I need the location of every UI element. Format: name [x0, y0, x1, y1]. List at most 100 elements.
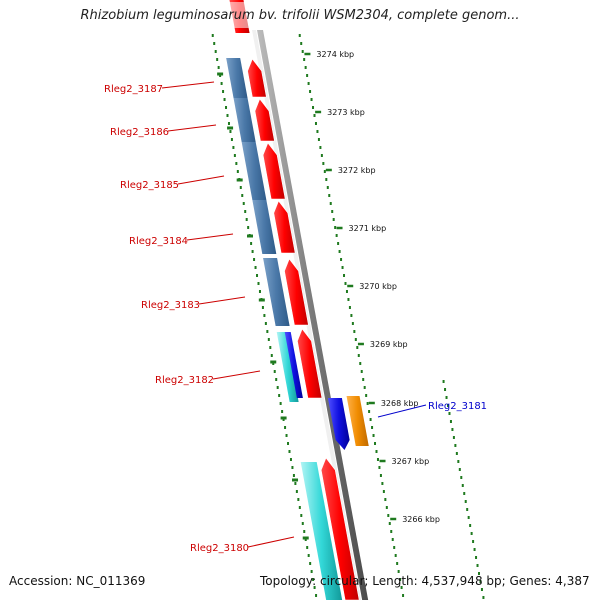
guide-dot-right [313, 114, 316, 117]
guide-dot-left [250, 242, 253, 245]
guide-dot-right [306, 74, 309, 77]
guide-dot-left [300, 514, 303, 517]
guide-dot-left [309, 562, 312, 565]
gene-label-rleg2_3180: Rleg2_3180 [190, 543, 249, 554]
guide-dot-left [217, 66, 220, 69]
guide-dot-right [397, 570, 400, 573]
guide-dot-outer [480, 588, 483, 591]
guide-dot-left [247, 226, 250, 229]
forward-gene-arrow [284, 258, 309, 326]
gene-label-rleg2_3182: Rleg2_3182 [155, 375, 214, 386]
scale-tick-label: 3270 kbp [359, 282, 397, 291]
guide-dot-left [236, 170, 239, 173]
guide-dot-outer [457, 460, 460, 463]
guide-dot-left [276, 386, 279, 389]
guide-dot-right [326, 186, 329, 189]
guide-dot-right [396, 562, 399, 565]
guide-dot-outer [476, 564, 479, 567]
guide-dot-left [230, 138, 233, 141]
guide-dot-left [281, 410, 284, 413]
guide-dot-right [371, 426, 374, 429]
forward-gene-arrow [247, 58, 267, 98]
guide-dot-left [298, 506, 301, 509]
guide-dot-right [381, 482, 384, 485]
forward-gene-arrow [320, 457, 360, 600]
gene-label-rleg2_3184: Rleg2_3184 [129, 236, 188, 247]
guide-dot-right [304, 66, 307, 69]
guide-dot-left [269, 346, 272, 349]
forward-gene-arrow [297, 328, 323, 399]
guide-dot-left [242, 202, 245, 205]
guide-dot-right [363, 386, 366, 389]
guide-dot-left [307, 554, 310, 557]
guide-dot-outer [454, 444, 457, 447]
guide-dot-right [319, 146, 322, 149]
guide-dot-right [360, 370, 363, 373]
gene-label-rleg2_3187: Rleg2_3187 [104, 84, 163, 95]
guide-dot-left [235, 162, 238, 165]
cog-box-cyan [300, 462, 343, 600]
guide-dot-right [372, 434, 375, 437]
guide-dot-left [267, 338, 270, 341]
guide-dot-right [345, 290, 348, 293]
guide-dot-left [315, 594, 318, 597]
guide-dot-left [294, 482, 297, 485]
guide-dot-left [229, 130, 232, 133]
guide-dot-right [309, 90, 312, 93]
guide-dot-outer [470, 532, 473, 535]
guide-dot-right [344, 282, 347, 285]
gene-leader-line [167, 124, 217, 132]
guide-dot-right [382, 490, 385, 493]
guide-dot-left [241, 194, 244, 197]
gene-leader-line [247, 536, 295, 548]
guide-dot-left [256, 274, 259, 277]
guide-dot-right [322, 162, 325, 165]
forward-gene-arrow [273, 200, 296, 254]
guide-dot-left [261, 306, 264, 309]
guide-dot-left [253, 258, 256, 261]
cog-box [241, 142, 267, 200]
guide-dot-right [316, 130, 319, 133]
guide-dot-right [385, 506, 388, 509]
gene-leader-line [198, 296, 246, 305]
guide-dot-left [222, 90, 225, 93]
guide-dot-right [328, 194, 331, 197]
guide-dot-right [307, 82, 310, 85]
guide-dot-outer [442, 380, 445, 383]
guide-dot-left [279, 402, 282, 405]
guide-dot-right [402, 594, 405, 597]
guide-dot-left [297, 498, 300, 501]
guide-dot-right [331, 210, 334, 213]
cog-box-blue [284, 332, 303, 398]
guide-dot-right [374, 442, 377, 445]
forward-gene-arrow [262, 142, 286, 200]
forward-gene-arrow [254, 98, 275, 142]
guide-dot-right [368, 410, 371, 413]
guide-dot-outer [472, 540, 475, 543]
gene-leader-line [186, 233, 234, 241]
guide-dot-left [258, 290, 261, 293]
gene-label-rleg2_3183: Rleg2_3183 [141, 300, 200, 311]
gene-leader-line [377, 404, 427, 418]
guide-dot-right [359, 362, 362, 365]
guide-dot-left [289, 458, 292, 461]
guide-dot-left [213, 42, 216, 45]
guide-dot-right [369, 418, 372, 421]
guide-dot-left [254, 266, 257, 269]
map-title: Rhizobium leguminosarum bv. trifolii WSM… [80, 8, 520, 23]
guide-dot-right [320, 154, 323, 157]
guide-dot-left [306, 546, 309, 549]
guide-dot-right [400, 586, 403, 589]
guide-dot-right [303, 58, 306, 61]
guide-dot-outer [444, 388, 447, 391]
gene-leader-line [212, 370, 261, 380]
guide-dot-left [226, 114, 229, 117]
accession-text: Accession: NC_011369 [9, 574, 146, 588]
guide-dot-left [245, 218, 248, 221]
guide-dot-right [317, 138, 320, 141]
guide-dot-left [244, 210, 247, 213]
guide-dot-outer [479, 580, 482, 583]
guide-dot-right [300, 42, 303, 45]
guide-dot-right [343, 274, 346, 277]
